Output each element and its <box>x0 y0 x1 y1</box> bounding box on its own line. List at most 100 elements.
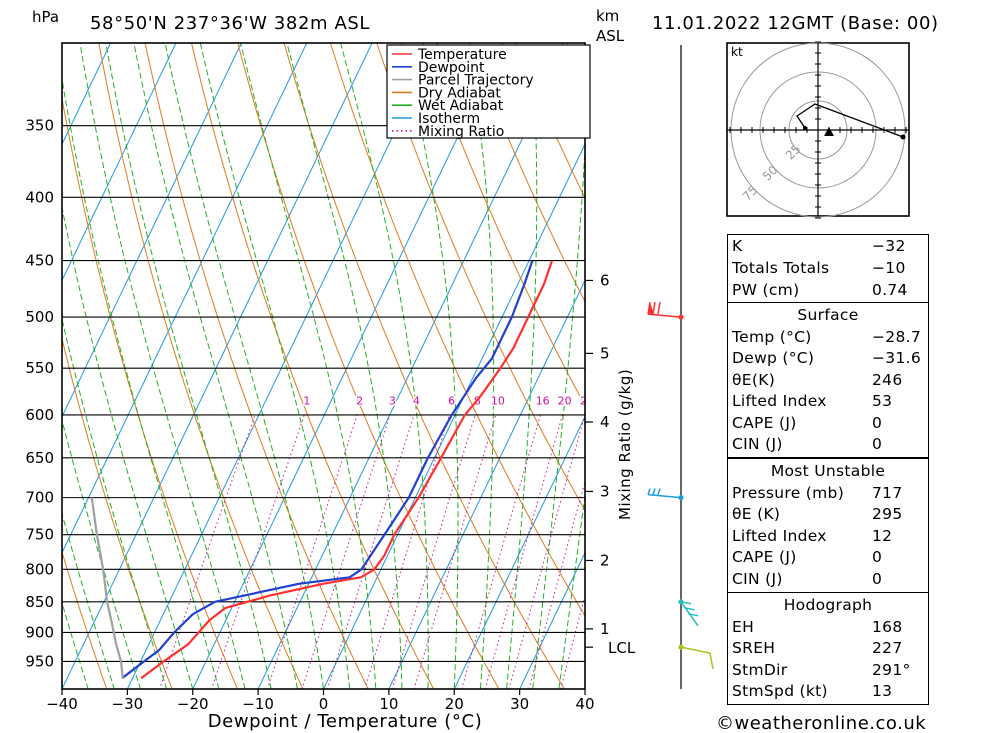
pressure-tick-label: 450 <box>25 252 54 270</box>
wind-barb <box>647 301 684 320</box>
legend-label: Wet Adiabat <box>418 98 504 114</box>
dry-adiabat-line <box>62 550 108 689</box>
indices-panel: K −32 Totals Totals −10 PW (cm) 0.74 <box>727 234 929 304</box>
copyright-text: ©weatheronline.co.uk <box>716 713 926 733</box>
legend-label: Mixing Ratio <box>418 124 504 140</box>
mixing-ratio-label: 6 <box>448 395 455 408</box>
x-tick-label: 20 <box>445 695 464 713</box>
stat-row-pw: PW (cm) 0.74 <box>732 281 908 299</box>
surface-row-thetae: θE(K) 246 <box>732 371 903 389</box>
mixing-ratio-line <box>560 593 585 689</box>
x-tick-label: 10 <box>379 695 398 713</box>
mixing-ratio-line <box>266 414 358 689</box>
x-tick-label: −10 <box>242 695 274 713</box>
surface-row-cape: CAPE (J) 0 <box>732 414 883 432</box>
mixing-ratio-line <box>210 414 305 689</box>
isotherm-line <box>519 551 585 689</box>
x-tick-label: −30 <box>112 695 144 713</box>
km-unit-label: km <box>596 7 619 25</box>
surface-row-dewp: Dewp (°C) −31.6 <box>732 349 921 367</box>
pressure-tick-label: 400 <box>25 188 54 206</box>
dry-adiabat-line <box>98 43 304 689</box>
isotherm-line <box>62 43 373 689</box>
legend-label: Parcel Trajectory <box>418 73 534 89</box>
dry-adiabat-line <box>144 43 369 689</box>
hodo-row-sreh: SREH 227 <box>732 639 903 657</box>
pressure-tick-label: 800 <box>25 560 54 578</box>
isotherm-line <box>453 415 585 689</box>
wet-adiabat-line <box>239 43 377 689</box>
most-unstable-title: Most Unstable <box>770 462 886 480</box>
mu-row-lifted-index: Lifted Index 12 <box>732 527 893 545</box>
storm-motion-marker <box>824 127 834 136</box>
wet-adiabat-line <box>62 511 115 689</box>
legend-label: Dry Adiabat <box>418 85 501 101</box>
wind-barb <box>647 488 684 501</box>
km-tick-label: 3 <box>600 482 610 500</box>
location-title: 58°50'N 237°36'W 382m ASL <box>90 13 370 34</box>
wet-adiabat-line <box>133 43 298 689</box>
pressure-tick-label: 600 <box>25 406 54 424</box>
mixing-ratio-label: 3 <box>389 395 396 408</box>
wet-adiabat-line <box>199 43 351 689</box>
most-unstable-panel: Most Unstable Pressure (mb) 717 θE (K) 295… <box>727 458 929 593</box>
dry-adiabat-line <box>468 43 585 303</box>
lcl-label: LCL <box>608 639 636 657</box>
wet-adiabat-line <box>105 43 272 689</box>
pressure-tick-label: 500 <box>25 308 54 326</box>
pressure-axis: 350 400 450 500 550 600 650 700 750 800 850 900 950 <box>25 117 54 671</box>
mixing-ratio-label: 4 <box>413 395 420 408</box>
surface-row-temp: Temp (°C) −28.7 <box>732 328 921 346</box>
series-dewpoint-line <box>121 260 534 680</box>
stat-row-k: K −32 <box>732 237 906 255</box>
wet-adiabat-line <box>62 317 168 689</box>
pressure-tick-label: 950 <box>25 652 54 670</box>
mixing-ratio-line <box>528 479 585 689</box>
wet-adiabat-line <box>340 43 429 689</box>
km-tick-label: 4 <box>600 413 610 431</box>
mixing-ratio-label: 16 <box>536 395 550 408</box>
isotherm-line <box>62 43 308 554</box>
wet-adiabat-line <box>62 76 220 689</box>
wet-adiabat-line <box>286 43 403 689</box>
mu-row-cin: CIN (J) 0 <box>732 570 883 588</box>
wet-adiabat-line <box>466 43 495 689</box>
x-tick-label: 0 <box>319 695 329 713</box>
hodograph-point <box>803 126 807 130</box>
mu-row-pressure: Pressure (mb) 717 <box>732 484 903 502</box>
pressure-tick-label: 650 <box>25 449 54 467</box>
x-tick-label: −40 <box>46 695 78 713</box>
legend-label: Dewpoint <box>418 60 485 76</box>
legend-label: Temperature <box>417 47 507 63</box>
wet-adiabat-line <box>62 601 89 689</box>
wet-adiabat-line <box>532 140 585 689</box>
datetime-title: 11.01.2022 12GMT (Base: 00) <box>652 13 939 34</box>
wet-adiabat-line <box>164 43 325 689</box>
dry-adiabat-line <box>955 6 1000 715</box>
hodo-row-stmspd: StmSpd (kt) 13 <box>732 682 893 700</box>
surface-panel: Surface Temp (°C) −28.7 Dewp (°C) −31.6 θE… <box>727 302 929 458</box>
hodograph-trace <box>796 103 904 138</box>
km-tick-label: 2 <box>600 551 610 569</box>
surface-row-cin: CIN (J) 0 <box>732 435 883 453</box>
isotherm-line <box>62 43 242 418</box>
y-unit-label: hPa <box>32 8 59 26</box>
wind-barb <box>678 599 699 627</box>
dry-adiabat-line <box>376 43 585 512</box>
stat-row-totals: Totals Totals −10 <box>732 259 906 277</box>
mixing-ratio-line <box>364 414 450 689</box>
dry-adiabat-line <box>283 43 565 689</box>
wet-adiabat-line <box>401 43 459 689</box>
mixing-ratio-line <box>508 414 585 689</box>
mixing-ratio-line <box>413 414 497 689</box>
mixing-ratio-label: 10 <box>491 395 505 408</box>
mixing-ratio-line <box>158 414 256 689</box>
wet-adiabat-line <box>62 418 141 689</box>
mixing-ratio-line <box>326 414 415 689</box>
dry-adiabat-line <box>237 43 500 689</box>
dry-adiabat-line <box>329 43 585 617</box>
mixing-ratio-label: 20 <box>558 395 572 408</box>
x-tick-label: 30 <box>510 695 529 713</box>
mixing-ratio-label: 2 <box>356 395 363 408</box>
x-axis-label: Dewpoint / Temperature (°C) <box>208 711 483 732</box>
